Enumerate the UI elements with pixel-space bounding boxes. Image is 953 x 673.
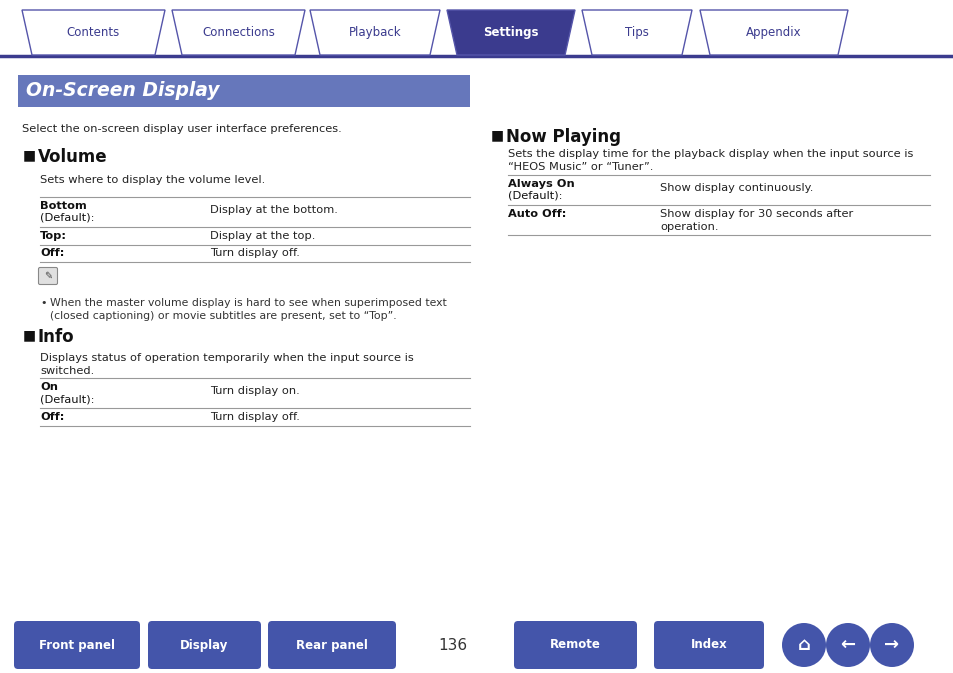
Text: Sets where to display the volume level.: Sets where to display the volume level. [40, 175, 265, 185]
FancyBboxPatch shape [514, 621, 637, 669]
Circle shape [825, 623, 869, 667]
Text: (Default):: (Default): [507, 191, 562, 201]
Text: On: On [40, 382, 58, 392]
Text: Turn display off.: Turn display off. [210, 412, 299, 422]
Text: ■: ■ [23, 148, 36, 162]
Text: operation.: operation. [659, 222, 718, 232]
Polygon shape [22, 10, 165, 55]
Text: Off:: Off: [40, 412, 64, 422]
Text: Contents: Contents [67, 26, 120, 39]
Text: Auto Off:: Auto Off: [507, 209, 566, 219]
Text: Tips: Tips [624, 26, 648, 39]
Text: Display: Display [180, 639, 229, 651]
Circle shape [781, 623, 825, 667]
Text: Sets the display time for the playback display when the input source is: Sets the display time for the playback d… [507, 149, 912, 159]
Text: •: • [40, 298, 47, 308]
Text: Select the on-screen display user interface preferences.: Select the on-screen display user interf… [22, 124, 341, 134]
Text: Appendix: Appendix [745, 26, 801, 39]
Text: Off:: Off: [40, 248, 64, 258]
Text: ■: ■ [23, 328, 36, 342]
Text: Display at the top.: Display at the top. [210, 231, 315, 241]
Text: ←: ← [840, 636, 855, 654]
Text: On-Screen Display: On-Screen Display [26, 81, 219, 100]
Text: Front panel: Front panel [39, 639, 115, 651]
Text: switched.: switched. [40, 366, 94, 376]
Text: Playback: Playback [349, 26, 401, 39]
Polygon shape [310, 10, 439, 55]
Text: ■: ■ [491, 128, 503, 142]
Text: Top:: Top: [40, 231, 67, 241]
Text: Now Playing: Now Playing [505, 128, 620, 146]
Text: Connections: Connections [202, 26, 274, 39]
Text: Turn display off.: Turn display off. [210, 248, 299, 258]
Text: Show display continuously.: Show display continuously. [659, 183, 813, 193]
Text: Turn display on.: Turn display on. [210, 386, 299, 396]
FancyBboxPatch shape [14, 621, 140, 669]
FancyBboxPatch shape [38, 267, 57, 285]
Text: Always On: Always On [507, 179, 574, 189]
Circle shape [869, 623, 913, 667]
Text: →: → [883, 636, 899, 654]
Text: Show display for 30 seconds after: Show display for 30 seconds after [659, 209, 852, 219]
Text: ✎: ✎ [44, 271, 52, 281]
Text: ⌂: ⌂ [797, 636, 810, 654]
Polygon shape [581, 10, 691, 55]
FancyBboxPatch shape [18, 75, 470, 107]
Text: Display at the bottom.: Display at the bottom. [210, 205, 337, 215]
FancyBboxPatch shape [268, 621, 395, 669]
Text: Bottom: Bottom [40, 201, 87, 211]
Text: When the master volume display is hard to see when superimposed text: When the master volume display is hard t… [50, 298, 446, 308]
FancyBboxPatch shape [654, 621, 763, 669]
Text: Volume: Volume [38, 148, 108, 166]
Polygon shape [172, 10, 305, 55]
Polygon shape [700, 10, 847, 55]
Text: Index: Index [690, 639, 726, 651]
Text: Settings: Settings [483, 26, 538, 39]
Text: Info: Info [38, 328, 74, 346]
Text: (closed captioning) or movie subtitles are present, set to “Top”.: (closed captioning) or movie subtitles a… [50, 311, 396, 321]
Polygon shape [447, 10, 575, 55]
Text: Remote: Remote [550, 639, 600, 651]
Text: (Default):: (Default): [40, 213, 94, 223]
Text: Rear panel: Rear panel [295, 639, 368, 651]
Text: “HEOS Music” or “Tuner”.: “HEOS Music” or “Tuner”. [507, 162, 653, 172]
FancyBboxPatch shape [148, 621, 261, 669]
Text: 136: 136 [438, 637, 467, 653]
Text: (Default):: (Default): [40, 394, 94, 404]
Text: Displays status of operation temporarily when the input source is: Displays status of operation temporarily… [40, 353, 414, 363]
